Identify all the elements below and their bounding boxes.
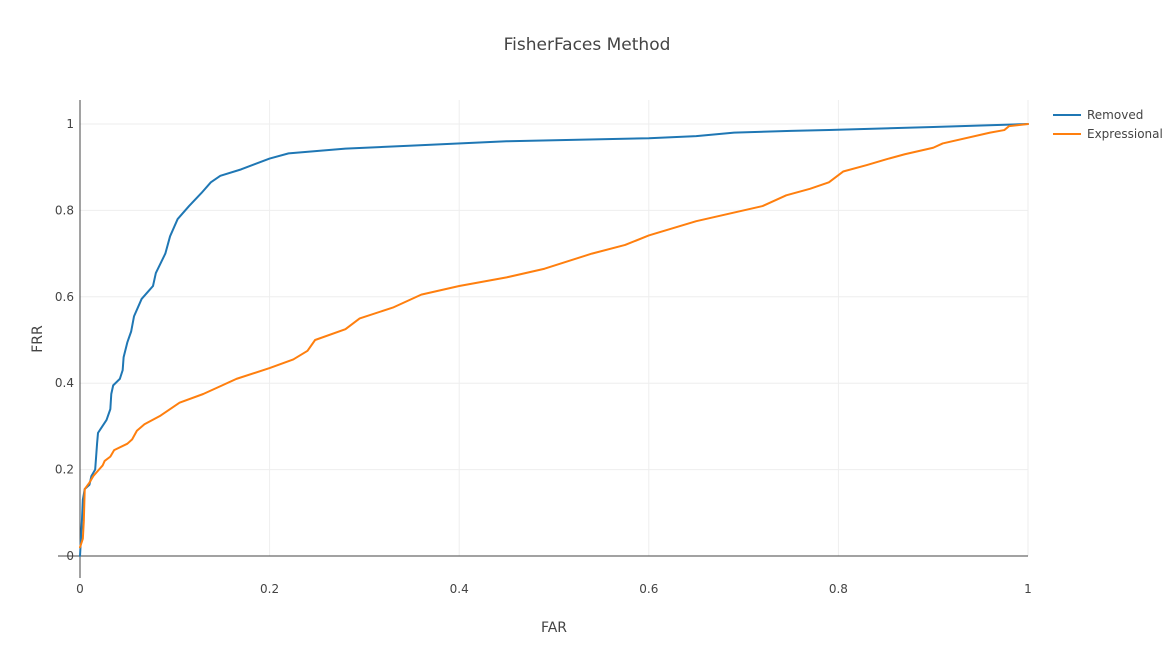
axes — [58, 100, 1028, 578]
y-axis-ticks: 0 0.2 0.4 0.6 0.8 1 — [55, 117, 74, 563]
x-tick-label: 1 — [1024, 582, 1032, 596]
x-tick-label: 0.2 — [260, 582, 279, 596]
series-lines — [79, 123, 1029, 557]
x-tick-label: 0 — [76, 582, 84, 596]
legend-label-expressional: Expressional — [1087, 127, 1163, 141]
y-tick-label: 0.2 — [55, 463, 74, 477]
y-tick-label: 0.8 — [55, 203, 74, 217]
x-axis-ticks: 0 0.2 0.4 0.6 0.8 1 — [76, 582, 1032, 596]
legend-label-removed: Removed — [1087, 108, 1143, 122]
x-tick-label: 0.8 — [829, 582, 848, 596]
series-line-expressional — [79, 123, 1029, 549]
series-line-removed — [79, 123, 1029, 557]
chart-title: FisherFaces Method — [504, 35, 671, 55]
y-tick-label: 0.4 — [55, 376, 74, 390]
x-tick-label: 0.6 — [639, 582, 658, 596]
y-axis-title: FRR — [30, 325, 46, 353]
legend: Removed Expressional — [1053, 108, 1163, 141]
y-tick-label: 0 — [66, 549, 74, 563]
x-axis-title: FAR — [541, 620, 567, 636]
y-tick-label: 1 — [66, 117, 74, 131]
gridlines — [80, 100, 1029, 556]
x-tick-label: 0.4 — [450, 582, 469, 596]
y-tick-label: 0.6 — [55, 290, 74, 304]
